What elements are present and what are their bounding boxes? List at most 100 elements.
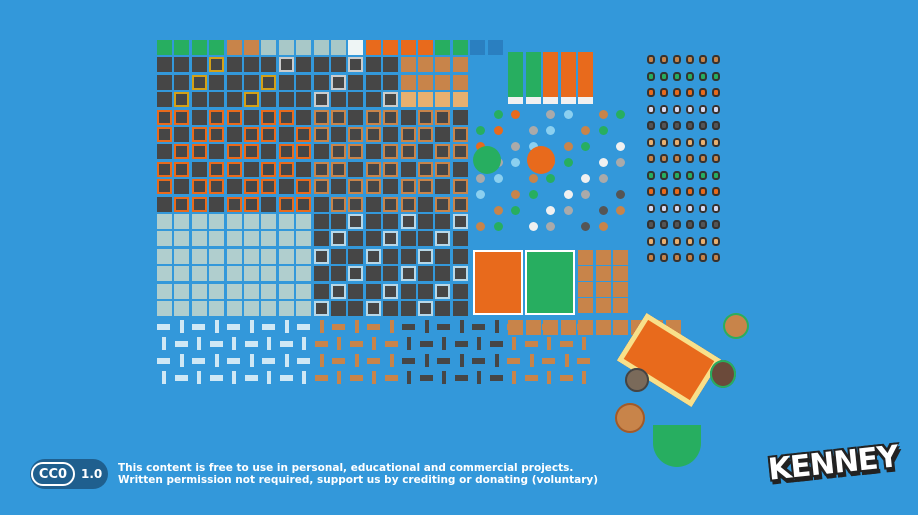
tile (157, 57, 172, 73)
character-sprite (660, 121, 668, 130)
preview-character (625, 368, 649, 392)
tile (226, 301, 242, 316)
tile (296, 57, 312, 73)
tile (452, 57, 468, 73)
wall-piece (494, 320, 499, 333)
item-sprite (511, 158, 520, 167)
tile (418, 161, 433, 177)
tile (209, 74, 225, 90)
tile (278, 179, 294, 195)
item-sprite (528, 174, 538, 183)
item-sprite (616, 158, 625, 167)
character-sprite (673, 88, 681, 97)
item-sprite (546, 222, 555, 231)
character-sprite (660, 137, 668, 147)
tile (400, 231, 416, 247)
floor-piece (419, 375, 433, 381)
tile (313, 214, 329, 229)
floor-piece (227, 358, 240, 364)
tile (435, 248, 451, 264)
tile (191, 301, 207, 316)
wall-piece (337, 337, 341, 350)
item-sprite (528, 126, 538, 135)
wall-piece (582, 371, 586, 384)
tile (278, 161, 294, 177)
wall-piece (302, 371, 306, 384)
tile (613, 250, 628, 265)
wall-piece (179, 354, 184, 367)
wall-piece (547, 371, 551, 384)
item-sprite (598, 222, 608, 231)
tile (348, 144, 364, 160)
tile (435, 301, 451, 316)
tile (508, 67, 523, 82)
character-sprite (712, 253, 720, 262)
wall-piece (354, 354, 359, 367)
character-sprite (699, 88, 707, 97)
tile (244, 266, 259, 282)
tile (365, 214, 381, 229)
tile (365, 283, 381, 299)
tile (313, 92, 329, 108)
floor-piece (454, 375, 468, 381)
character-sprite (673, 137, 681, 147)
tile (435, 214, 451, 229)
tile (296, 109, 312, 125)
tile (174, 214, 190, 229)
tile (435, 196, 451, 212)
tile (209, 109, 225, 125)
tile-top (157, 40, 172, 55)
floor-piece (437, 324, 450, 330)
tile (313, 283, 329, 299)
wall-piece (582, 337, 586, 350)
tile (244, 144, 259, 160)
tile (174, 92, 190, 108)
tile (226, 92, 242, 108)
tile (331, 161, 346, 177)
character-sprite (712, 104, 720, 114)
tile (400, 127, 416, 142)
floor-piece (297, 324, 310, 330)
floor-piece (314, 341, 328, 347)
tile (365, 92, 381, 108)
wall-piece (424, 320, 429, 333)
floor-piece (507, 358, 520, 364)
tile (365, 266, 381, 282)
character-sprite (712, 55, 720, 64)
floor-piece (279, 341, 293, 347)
character-sprite (647, 236, 655, 246)
floor-piece (384, 375, 398, 381)
character-sprite (647, 55, 655, 64)
tile (244, 179, 259, 195)
tile (400, 301, 416, 316)
character-sprite (647, 220, 655, 229)
tile (261, 283, 277, 299)
tile (578, 67, 593, 82)
character-sprite (686, 104, 694, 114)
item-sprite (493, 110, 503, 119)
tile (296, 283, 312, 299)
tile (595, 266, 611, 281)
floor-piece (542, 358, 555, 364)
wall-piece (302, 337, 306, 350)
tile (191, 196, 207, 212)
tile (278, 231, 294, 247)
wall-piece (477, 337, 481, 350)
item-sprite (581, 142, 590, 151)
tile (331, 109, 346, 125)
preview-armchair (653, 425, 701, 467)
tile (508, 82, 523, 97)
tile (508, 320, 523, 335)
tile (331, 179, 346, 195)
wall-piece (564, 354, 569, 367)
tile-top (348, 40, 364, 55)
tile (525, 320, 541, 335)
tile (400, 196, 416, 212)
wall-piece (284, 320, 289, 333)
tile (418, 266, 433, 282)
character-sprite (699, 236, 707, 246)
tile-top (226, 40, 242, 55)
character-sprite (686, 203, 694, 213)
character-sprite (660, 154, 668, 163)
character-sprite (686, 55, 694, 64)
